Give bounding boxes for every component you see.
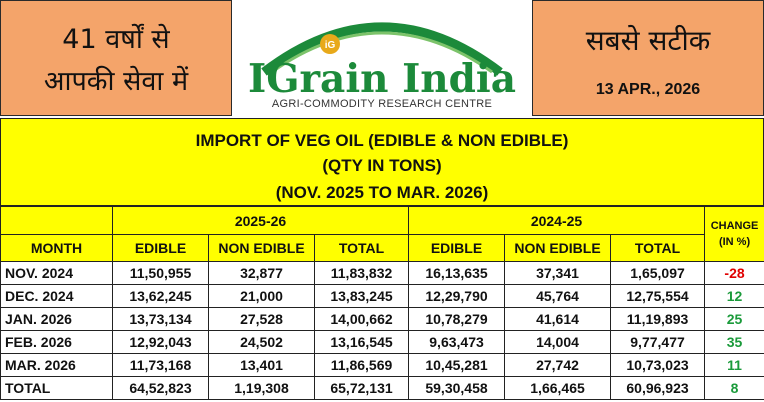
month-cell: NOV. 2024 [0,261,113,285]
month-cell: DEC. 2024 [0,284,113,308]
total-edible-cell: 64,52,823 [112,376,209,400]
table-row: MAR. 2026 11,73,168 13,401 11,86,569 10,… [0,353,764,377]
total-cell: 9,77,477 [610,330,706,354]
total-cell: 14,00,662 [313,307,410,331]
brand-tagline: AGRI-COMMODITY RESEARCH CENTRE [271,98,493,110]
change-header-line1: CHANGE [710,220,759,232]
report-unit: (QTY IN TONS) [322,156,442,175]
month-cell: JAN. 2026 [0,307,113,331]
non-edible-cell: 14,004 [504,330,612,354]
tagline-box-right: सबसे सटीक 13 APR., 2026 [532,0,764,116]
col-non-edible-2025: NON EDIBLE [208,234,315,262]
col-non-edible-2024: NON EDIBLE [504,234,612,262]
total-non-edible-cell: 1,66,465 [504,376,612,400]
table-row: DEC. 2024 13,62,245 21,000 13,83,245 12,… [0,284,764,308]
total-row: TOTAL 64,52,823 1,19,308 65,72,131 59,30… [0,376,764,400]
non-edible-cell: 27,528 [208,307,315,331]
report-date: 13 APR., 2026 [595,81,701,98]
grand-total-cell: 60,96,923 [610,376,706,400]
brand-name: IGrain India [247,56,517,102]
change-cell: 11 [704,353,764,377]
change-cell: 25 [704,307,764,331]
edible-cell: 9,63,473 [408,330,506,354]
total-cell: 10,73,023 [610,353,706,377]
edible-cell: 12,29,790 [408,284,506,308]
col-edible-2024: EDIBLE [408,234,506,262]
change-header-line2: (IN %) [718,236,751,248]
edible-cell: 10,78,279 [408,307,506,331]
logo-badge-text: iG [325,40,336,51]
edible-cell: 13,73,134 [112,307,209,331]
table-row: JAN. 2026 13,73,134 27,528 14,00,662 10,… [0,307,764,331]
non-edible-cell: 24,502 [208,330,315,354]
table-row: FEB. 2026 12,92,043 24,502 13,16,545 9,6… [0,330,764,354]
title-box: IMPORT OF VEG OIL (EDIBLE & NON EDIBLE) … [0,118,764,206]
month-cell: FEB. 2026 [0,330,113,354]
edible-cell: 10,45,281 [408,353,506,377]
total-cell: 11,19,893 [610,307,706,331]
total-change-cell: 8 [704,376,764,400]
most-accurate-text: सबसे सटीक [585,24,711,57]
blank-header [0,206,113,235]
header-row-groups: 2025-26 2024-25 CHANGE (IN %) [0,206,764,262]
igrain-logo: iG IGrain India AGRI-COMMODITY RESEARCH … [232,0,532,116]
import-table: 2025-26 2024-25 CHANGE (IN %) MONTH EDIB… [0,206,764,400]
change-cell: -28 [704,261,764,285]
col-total-2024: TOTAL [610,234,706,262]
total-cell: 11,86,569 [313,353,410,377]
header-row-columns: MONTH EDIBLE NON EDIBLE TOTAL EDIBLE NON… [0,234,764,262]
edible-cell: 16,13,635 [408,261,506,285]
non-edible-cell: 13,401 [208,353,315,377]
col-total-2025: TOTAL [313,234,410,262]
non-edible-cell: 21,000 [208,284,315,308]
at-your-service-text: आपकी सेवा में [43,66,189,97]
total-cell: 11,83,832 [313,261,410,285]
header: 41 वर्षों से आपकी सेवा में iG IGrain Ind… [0,0,764,118]
change-cell: 12 [704,284,764,308]
edible-cell: 12,92,043 [112,330,209,354]
group-header-2024-25: 2024-25 [408,206,706,235]
edible-cell: 13,62,245 [112,284,209,308]
total-label-cell: TOTAL [0,376,113,400]
grand-total-cell: 65,72,131 [313,376,410,400]
total-cell: 1,65,097 [610,261,706,285]
report-title: IMPORT OF VEG OIL (EDIBLE & NON EDIBLE) [195,131,569,150]
col-edible-2025: EDIBLE [112,234,209,262]
grain-badge-icon [320,34,340,54]
total-cell: 13,83,245 [313,284,410,308]
non-edible-cell: 41,614 [504,307,612,331]
change-header: CHANGE (IN %) [704,206,764,262]
group-header-2025-26: 2025-26 [111,206,410,235]
month-cell: MAR. 2026 [0,353,113,377]
total-non-edible-cell: 1,19,308 [208,376,315,400]
total-cell: 13,16,545 [313,330,410,354]
change-cell: 35 [704,330,764,354]
edible-cell: 11,73,168 [112,353,209,377]
years-of-service-text: 41 वर्षों से [62,24,170,55]
total-cell: 12,75,554 [610,284,706,308]
edible-cell: 11,50,955 [112,261,209,285]
col-month: MONTH [0,234,113,262]
non-edible-cell: 27,742 [504,353,612,377]
table-row: NOV. 2024 11,50,955 32,877 11,83,832 16,… [0,261,764,285]
non-edible-cell: 45,764 [504,284,612,308]
non-edible-cell: 37,341 [504,261,612,285]
logo-arc-icon: iG [261,22,503,76]
non-edible-cell: 32,877 [208,261,315,285]
report-period: (NOV. 2025 TO MAR. 2026) [275,183,489,202]
total-edible-cell: 59,30,458 [408,376,506,400]
tagline-box-left: 41 वर्षों से आपकी सेवा में [0,0,232,116]
